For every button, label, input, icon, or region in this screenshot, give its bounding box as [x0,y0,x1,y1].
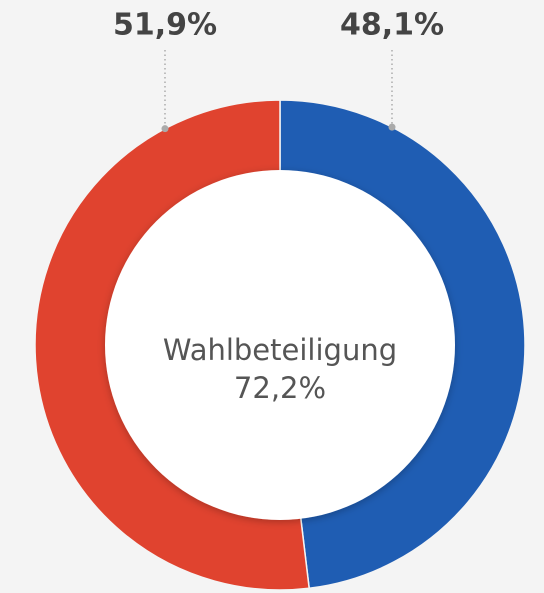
leader-dot [161,125,169,133]
value-label: 51,9% [113,8,217,43]
value-label: 48,1% [340,8,444,43]
leader-dot [388,123,396,131]
center-title: Wahlbeteiligung [163,333,397,367]
center-value: 72,2% [234,371,326,405]
donut-hole [105,170,455,520]
